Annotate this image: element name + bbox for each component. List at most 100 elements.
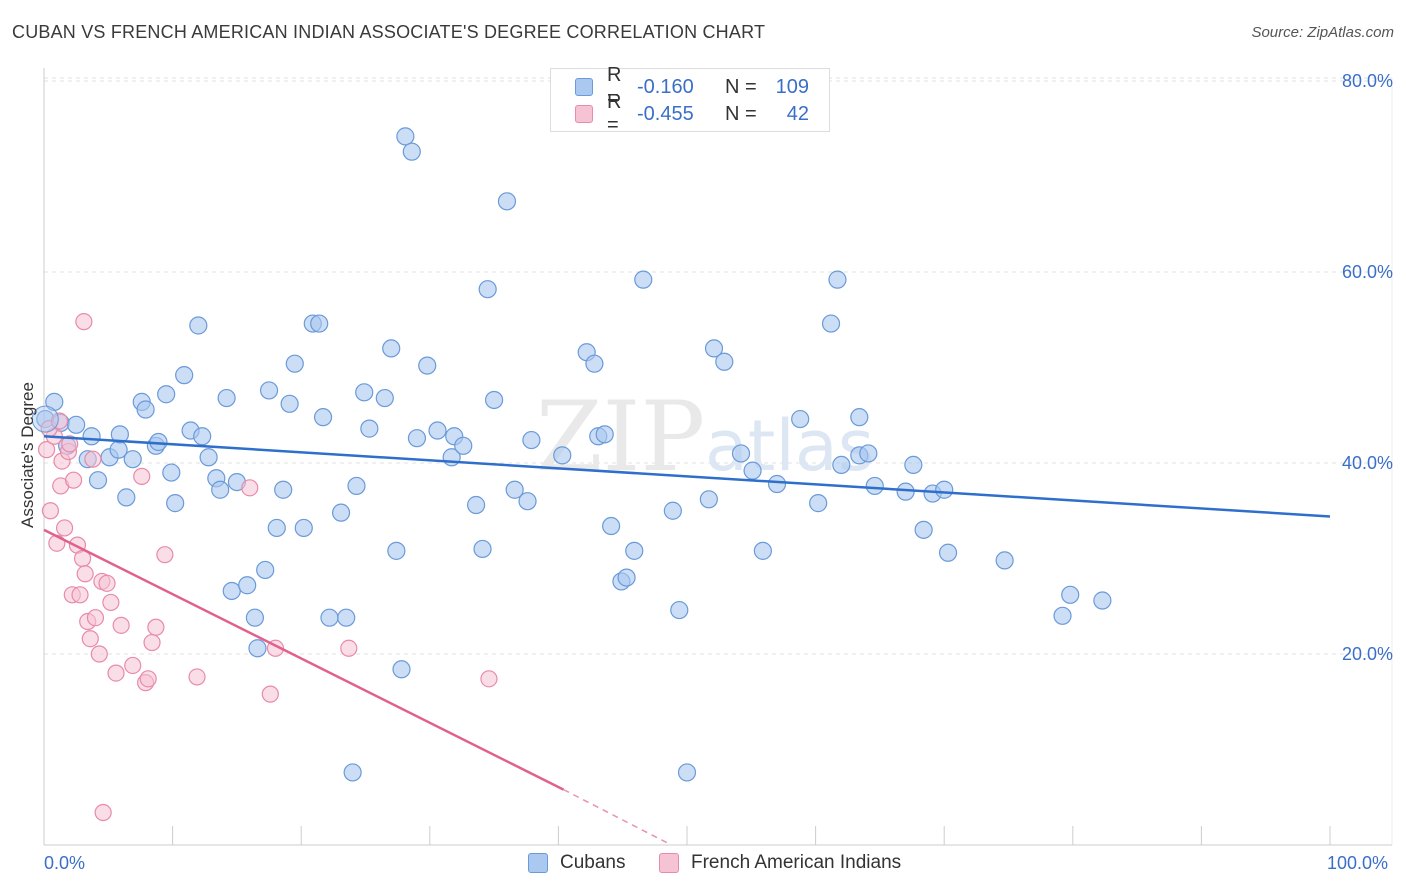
cubans-point — [222, 581, 241, 601]
r-value: -0.455 — [637, 102, 694, 125]
french-american-indians-point — [84, 450, 102, 468]
cubans-point — [478, 280, 497, 299]
french-american-indians-point — [94, 803, 112, 822]
cubans-point — [343, 763, 362, 782]
cubans-point — [193, 427, 212, 446]
y-axis-label: Associate's Degree — [18, 382, 37, 528]
legend-item-french-american-indians[interactable]: French American Indians — [659, 852, 901, 874]
y-tick-label-20: 20.0% — [1342, 644, 1393, 664]
cubans-point — [211, 480, 230, 499]
cubans-point — [274, 480, 293, 499]
cubans-point — [256, 560, 275, 580]
n-label: N = — [725, 75, 757, 98]
cubans-point — [625, 541, 644, 560]
cubans-point — [313, 408, 333, 427]
cubans-point — [663, 501, 682, 520]
french-american-indians-point — [37, 441, 56, 459]
cubans-point — [392, 660, 411, 679]
cubans-point — [522, 430, 541, 450]
cubans-point — [699, 490, 718, 509]
cubans-point — [238, 576, 257, 595]
french-american-indians-point — [61, 435, 79, 453]
cubans-point — [896, 482, 915, 501]
french-american-indians-point — [55, 519, 74, 537]
cubans-point — [245, 608, 265, 627]
cubans-point — [382, 339, 401, 358]
cubans-point — [88, 471, 108, 490]
cubans-point — [259, 381, 279, 400]
legend-item-cubans[interactable]: Cubans — [528, 852, 626, 874]
chart-title: CUBAN VS FRENCH AMERICAN INDIAN ASSOCIAT… — [12, 22, 766, 42]
cubans-point — [82, 427, 101, 446]
y-tick-labels: 20.0% 40.0% 60.0% 80.0% — [1342, 71, 1393, 664]
cubans-point — [859, 444, 878, 463]
french-american-indians-point — [102, 593, 120, 612]
cubans-point — [585, 354, 604, 373]
french-american-indians-point — [71, 586, 89, 604]
cubans-point — [418, 356, 437, 375]
french-american-indians-trend-extension — [563, 788, 669, 844]
stats-row-cubans: R = -0.160 N = 109 — [575, 64, 809, 109]
cubans-point — [157, 385, 176, 404]
cubans-point — [162, 463, 181, 482]
cubans-point — [310, 314, 329, 333]
french-american-indians-trend-line — [43, 528, 565, 791]
grid — [44, 77, 1393, 845]
cubans-point — [553, 446, 572, 465]
cubans-point — [904, 455, 923, 475]
cubans-point — [375, 388, 394, 408]
chart-source: Source: ZipAtlas.com — [1251, 24, 1394, 41]
cubans-point — [67, 415, 86, 434]
french-american-indians-point — [76, 565, 94, 583]
cubans-point — [396, 127, 415, 146]
cubans-point — [402, 142, 421, 161]
cubans-point — [715, 352, 734, 371]
cubans-point — [731, 444, 751, 463]
cubans-point — [189, 316, 208, 335]
french-american-indians-point — [81, 630, 99, 648]
cubans-point — [466, 495, 486, 515]
cubans-point — [809, 494, 828, 513]
cubans-point — [280, 394, 299, 413]
cubans-point — [331, 503, 351, 522]
x-tick-label-min: 0.0% — [44, 853, 86, 873]
cubans-point — [1053, 606, 1072, 625]
french-american-indians-point — [139, 670, 157, 688]
cubans-point — [767, 474, 787, 494]
cubans-point — [407, 429, 427, 448]
cubans-point — [505, 480, 524, 499]
cubans-point — [428, 421, 447, 440]
cubans-point — [617, 568, 636, 587]
french-american-indians-point — [156, 546, 174, 564]
y-tick-label-60: 60.0% — [1342, 262, 1393, 282]
cubans-point — [454, 436, 473, 455]
cubans-point — [31, 405, 59, 433]
cubans-point — [485, 390, 504, 410]
cubans-point — [285, 354, 304, 373]
cubans-point — [602, 516, 621, 536]
cubans-point — [518, 492, 537, 511]
cubans-point — [199, 448, 218, 467]
n-label: N = — [725, 102, 757, 125]
legend-label: French American Indians — [691, 852, 902, 873]
french-american-indians-point — [64, 471, 83, 489]
trend-lines — [43, 435, 1331, 844]
french-american-indians-point — [480, 670, 498, 688]
cubans-point — [634, 270, 653, 289]
cubans-point — [136, 400, 155, 419]
french-american-indians-point — [241, 479, 259, 497]
cubans-point — [670, 600, 689, 620]
cubans-point — [828, 270, 847, 289]
cubans-point — [677, 763, 697, 782]
cubans-point — [791, 409, 810, 429]
french-american-indians-point — [90, 645, 108, 663]
french-american-indians-point — [143, 633, 161, 652]
n-value: 109 — [775, 75, 809, 98]
cubans-point — [865, 476, 884, 496]
r-label: R = — [607, 64, 622, 109]
legend-label: Cubans — [560, 852, 626, 873]
french-american-indians-point — [107, 664, 125, 682]
cubans-trend-line — [43, 435, 1331, 518]
cubans-swatch — [575, 78, 593, 96]
